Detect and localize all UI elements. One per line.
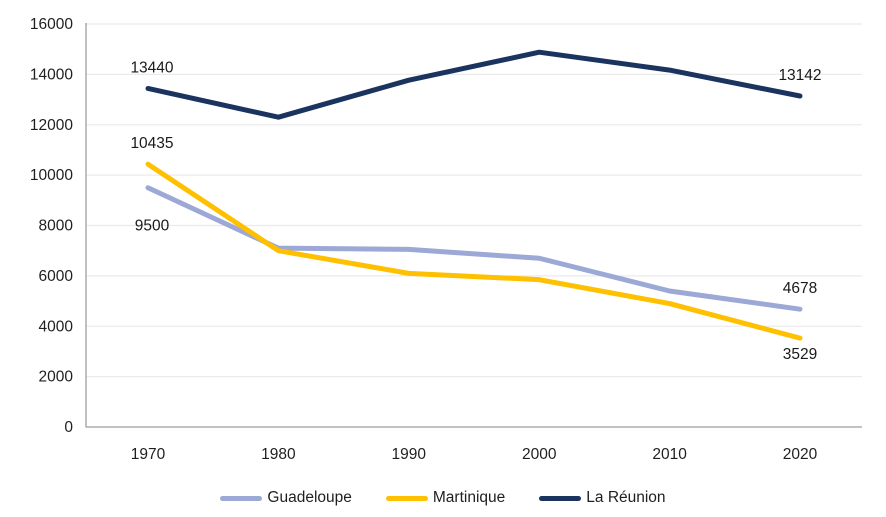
data-label: 10435 xyxy=(130,135,173,152)
series-line-1 xyxy=(145,161,803,341)
legend-label-martinique: Martinique xyxy=(432,489,506,507)
x-tick-label: 2010 xyxy=(652,446,687,463)
legend-item-martinique: Martinique xyxy=(385,489,506,507)
chart-legend: Guadeloupe Martinique La Réunion xyxy=(0,484,886,512)
x-tick-label: 2020 xyxy=(783,446,818,463)
data-label: 9500 xyxy=(135,218,170,235)
y-tick-label: 2000 xyxy=(39,369,74,386)
data-label: 13142 xyxy=(778,67,821,84)
legend-label-la-reunion: La Réunion xyxy=(586,489,666,507)
x-tick-label: 1990 xyxy=(392,446,427,463)
legend-item-guadeloupe: Guadeloupe xyxy=(220,489,352,507)
data-label: 13440 xyxy=(130,59,173,76)
y-tick-label: 16000 xyxy=(30,16,73,33)
x-tick-label: 1970 xyxy=(131,446,166,463)
y-tick-label: 10000 xyxy=(30,167,73,184)
y-tick-label: 14000 xyxy=(30,66,73,83)
y-tick-label: 0 xyxy=(64,419,73,436)
y-tick-label: 12000 xyxy=(30,117,73,134)
legend-label-guadeloupe: Guadeloupe xyxy=(267,489,352,507)
x-tick-label: 2000 xyxy=(522,446,557,463)
x-tick-label: 1980 xyxy=(261,446,296,463)
y-tick-label: 8000 xyxy=(39,218,74,235)
legend-item-la-reunion: La Réunion xyxy=(539,489,666,507)
y-tick-label: 6000 xyxy=(39,268,74,285)
legend-swatch-guadeloupe xyxy=(220,495,263,501)
series-line-2 xyxy=(145,49,803,120)
series-line-0 xyxy=(145,185,803,312)
legend-swatch-martinique xyxy=(385,495,428,501)
y-tick-label: 4000 xyxy=(39,318,74,335)
legend-swatch-la-reunion xyxy=(539,495,582,501)
plot-area: 0 2000 4000 6000 8000 10000 12000 14000 16000 197… xyxy=(30,16,862,463)
data-label: 4678 xyxy=(783,280,817,297)
data-label: 3529 xyxy=(783,346,817,363)
